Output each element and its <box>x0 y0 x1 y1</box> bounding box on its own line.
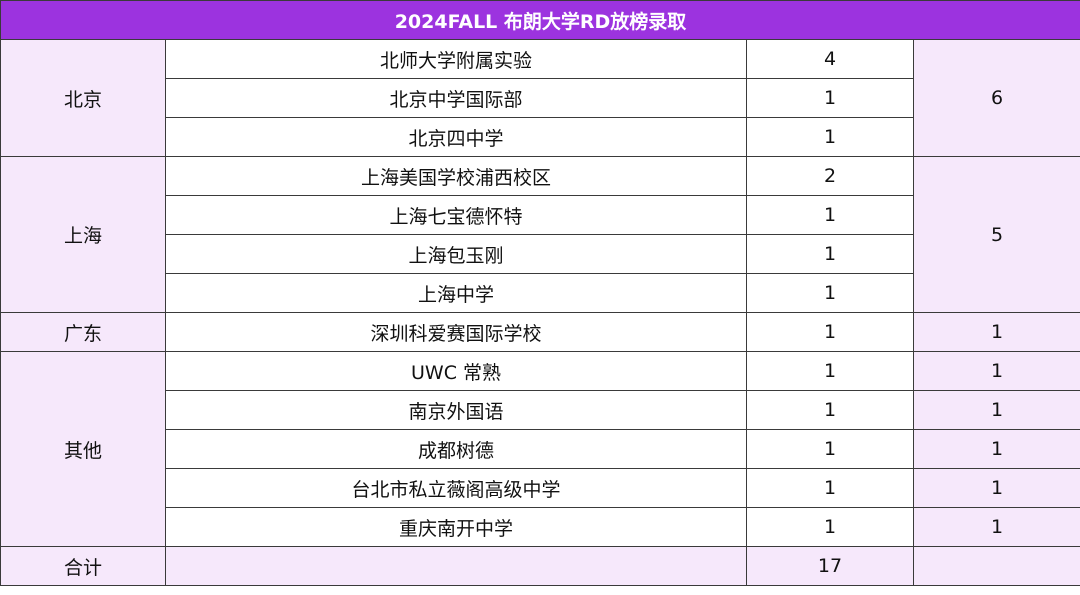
school-name: 北师大学附属实验 <box>165 39 747 79</box>
total-blank-cell <box>913 546 1080 586</box>
school-name: 深圳科爱赛国际学校 <box>165 312 747 352</box>
total-label: 合计 <box>0 546 166 586</box>
table-row: 北京中学国际部 1 <box>1 78 1080 118</box>
total-row: 合计 17 <box>0 546 1080 586</box>
admit-count: 1 <box>746 507 914 547</box>
school-name: 上海中学 <box>165 273 747 313</box>
table-row: 上海 上海美国学校浦西校区 2 5 <box>0 156 1080 313</box>
grand-total: 17 <box>746 546 914 586</box>
admit-count: 1 <box>746 468 914 508</box>
school-name: 成都树德 <box>165 429 747 469</box>
row-total: 1 <box>913 429 1080 469</box>
school-name: 上海七宝德怀特 <box>165 195 747 235</box>
row-total: 1 <box>913 351 1080 391</box>
school-name: 南京外国语 <box>165 390 747 430</box>
table-row: 南京外国语 1 1 <box>1 390 1080 430</box>
school-name: 上海美国学校浦西校区 <box>165 156 747 196</box>
region-total-shanghai: 5 <box>913 156 1080 313</box>
admit-count: 1 <box>746 312 914 352</box>
region-label-shanghai: 上海 <box>0 156 166 313</box>
admit-count: 1 <box>746 351 914 391</box>
region-label-guangdong: 广东 <box>0 312 166 352</box>
admit-count: 1 <box>746 234 914 274</box>
region-label-beijing: 北京 <box>0 39 166 157</box>
admit-count: 2 <box>746 156 914 196</box>
admit-count: 1 <box>746 195 914 235</box>
table-row: 上海中学 1 <box>1 273 1080 313</box>
total-blank-cell <box>165 546 747 586</box>
admit-count: 1 <box>746 78 914 118</box>
school-name: 北京中学国际部 <box>165 78 747 118</box>
table-row: 重庆南开中学 1 1 <box>1 507 1080 547</box>
school-name: UWC 常熟 <box>165 351 747 391</box>
table-row: 上海包玉刚 1 <box>1 234 1080 274</box>
admit-count: 1 <box>746 273 914 313</box>
table-row: 广东 深圳科爱赛国际学校 1 1 <box>0 312 1080 352</box>
table-title: 2024FALL 布朗大学RD放榜录取 <box>0 0 1080 40</box>
row-total: 1 <box>913 507 1080 547</box>
table-row: 北京 北师大学附属实验 4 6 <box>0 39 1080 157</box>
row-total: 1 <box>913 468 1080 508</box>
admit-count: 1 <box>746 117 914 157</box>
region-total-beijing: 6 <box>913 39 1080 157</box>
school-name: 台北市私立薇阁高级中学 <box>165 468 747 508</box>
table-row: 上海七宝德怀特 1 <box>1 195 1080 235</box>
school-name: 重庆南开中学 <box>165 507 747 547</box>
region-total-guangdong: 1 <box>913 312 1080 352</box>
admit-count: 4 <box>746 39 914 79</box>
region-label-other: 其他 <box>0 351 166 547</box>
table-row: 成都树德 1 1 <box>1 429 1080 469</box>
row-total: 1 <box>913 390 1080 430</box>
school-name: 上海包玉刚 <box>165 234 747 274</box>
admit-count: 1 <box>746 429 914 469</box>
admit-count: 1 <box>746 390 914 430</box>
school-name: 北京四中学 <box>165 117 747 157</box>
table-row: 其他 UWC 常熟 1 1 <box>0 351 1080 547</box>
